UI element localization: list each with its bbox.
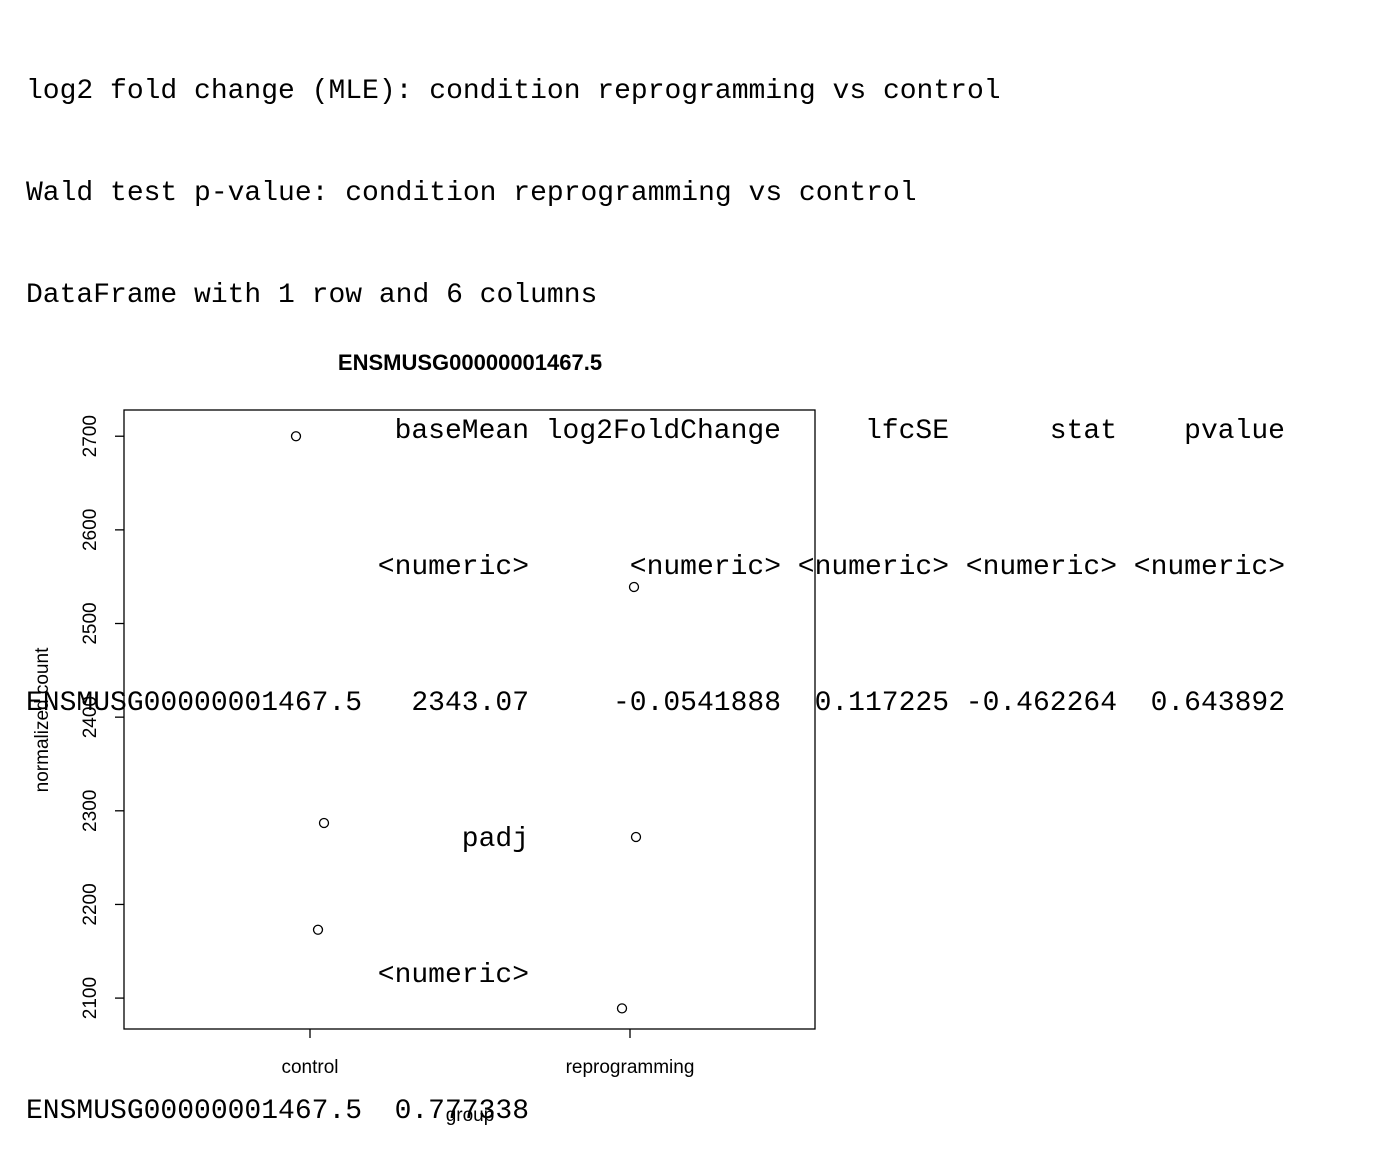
column-header-stat: stat: [1049, 416, 1117, 447]
x-tick-label: control: [281, 1057, 338, 1078]
column-header-padj: padj: [461, 824, 529, 855]
column-header-basemean: baseMean: [394, 416, 529, 447]
column-type-padj: <numeric>: [377, 960, 529, 991]
row-name-2: ENSMUSG00000001467.5: [26, 1096, 363, 1127]
value-stat: -0.462264: [965, 688, 1117, 719]
value-pvalue: 0.643892: [1150, 688, 1285, 719]
column-type-basemean: <numeric>: [377, 552, 529, 583]
table-row: ENSMUSG00000001467.5 2343.07 -0.0541888 0.1…: [26, 687, 1285, 721]
value-lfcse: 0.117225: [814, 688, 949, 719]
column-type-log2foldchange: <numeric>: [629, 552, 781, 583]
table-header-row-2: padj: [26, 823, 1285, 857]
column-type-lfcse: <numeric>: [797, 552, 949, 583]
column-header-log2foldchange: log2FoldChange: [545, 416, 781, 447]
x-axis-label: group: [446, 1105, 495, 1126]
data-point: [318, 817, 330, 829]
data-point: [630, 831, 642, 843]
console-header-line-3: DataFrame with 1 row and 6 columns: [26, 280, 598, 311]
console-header-line-2: Wald test p-value: condition reprogrammi…: [26, 178, 917, 209]
column-type-stat: <numeric>: [965, 552, 1117, 583]
column-type-pvalue: <numeric>: [1133, 552, 1285, 583]
y-tick-label: 2500: [80, 602, 101, 644]
chart-title: ENSMUSG00000001467.5: [338, 350, 602, 375]
y-axis: 2100 2200 2300 2400 2500 2600 2700: [80, 415, 124, 1019]
column-header-pvalue: pvalue: [1184, 416, 1285, 447]
y-tick-label: 2300: [80, 790, 101, 832]
y-tick-label: 2700: [80, 415, 101, 457]
x-axis: control reprogramming: [281, 1029, 694, 1078]
column-header-lfcse: lfcSE: [864, 416, 949, 447]
data-point: [616, 1003, 628, 1014]
console-header-line-1: log2 fold change (MLE): condition reprog…: [26, 76, 1001, 107]
value-padj: 0.777338: [394, 1096, 529, 1127]
y-tick-label: 2600: [80, 509, 101, 551]
y-tick-label: 2100: [80, 977, 101, 1019]
console-output: log2 fold change (MLE): condition reprog…: [26, 7, 1285, 1163]
row-name: ENSMUSG00000001467.5: [26, 688, 363, 719]
table-header-row: baseMean log2FoldChange lfcSE stat pvalue: [26, 415, 1285, 449]
plot-frame: [123, 409, 816, 1030]
data-points: [290, 431, 642, 1014]
y-tick-label: 2200: [80, 883, 101, 925]
y-tick-label: 2400: [80, 696, 101, 738]
table-type-row-2: <numeric>: [26, 959, 1285, 993]
data-point: [290, 431, 302, 442]
x-tick-label: reprogramming: [566, 1057, 695, 1078]
y-axis-label: normalized count: [32, 647, 53, 792]
value-log2foldchange: -0.0541888: [612, 688, 781, 719]
data-point: [628, 581, 640, 593]
table-type-row: <numeric> <numeric> <numeric> <numeric> <num…: [26, 551, 1285, 585]
table-row-2: ENSMUSG00000001467.5 0.777338: [26, 1095, 1285, 1129]
data-point: [312, 924, 324, 935]
value-basemean: 2343.07: [411, 688, 529, 719]
